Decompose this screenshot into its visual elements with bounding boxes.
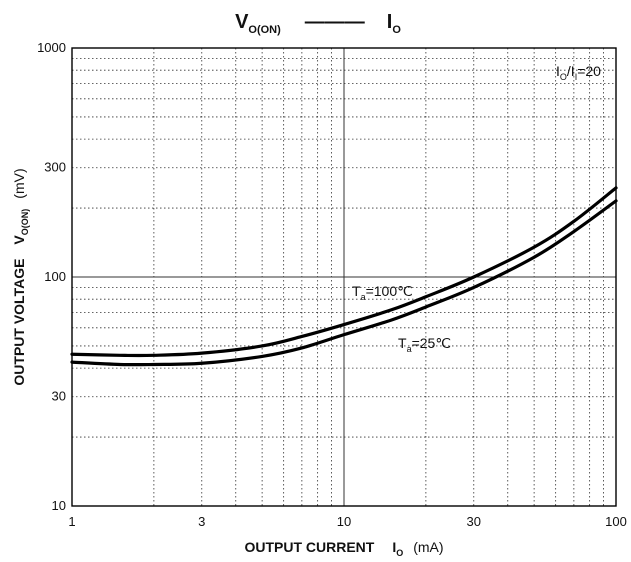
x-tick-label: 1 bbox=[68, 514, 75, 529]
title-right-sub: O bbox=[392, 24, 401, 36]
title-left-sub: O(ON) bbox=[248, 24, 281, 36]
series-label-ta100: Ta=100℃ bbox=[352, 283, 413, 302]
y-tick-labels: 10 30 100 300 1000 bbox=[37, 40, 66, 513]
series-lines bbox=[70, 186, 618, 367]
x-tick-label: 10 bbox=[337, 514, 351, 529]
x-tick-label: 3 bbox=[198, 514, 205, 529]
series-line-ta25 bbox=[70, 199, 618, 367]
y-tick-label: 300 bbox=[44, 160, 66, 175]
plot-frame bbox=[71, 47, 617, 507]
title-left-main: V bbox=[235, 11, 249, 33]
condition-annotation: IO/II=20 bbox=[556, 63, 601, 82]
y-tick-label: 30 bbox=[52, 389, 66, 404]
series-line-ta100 bbox=[70, 186, 618, 358]
x-tick-label: 100 bbox=[605, 514, 627, 529]
y-axis-label: OUTPUT VOLTAGEVO(ON)(mV) bbox=[11, 168, 30, 385]
y-tick-label: 1000 bbox=[37, 40, 66, 55]
x-tick-labels: 1 3 10 30 100 bbox=[68, 514, 626, 529]
series-label-ta25: Ta=25℃ bbox=[398, 335, 451, 354]
grid bbox=[72, 48, 616, 506]
x-tick-label: 30 bbox=[467, 514, 481, 529]
chart-title: VO(ON) ——— IO bbox=[235, 11, 401, 36]
y-tick-label: 10 bbox=[52, 498, 66, 513]
title-right-main: I bbox=[387, 11, 393, 33]
x-axis-label: OUTPUT CURRENT IO (mA) bbox=[244, 539, 443, 558]
y-tick-label: 100 bbox=[44, 269, 66, 284]
